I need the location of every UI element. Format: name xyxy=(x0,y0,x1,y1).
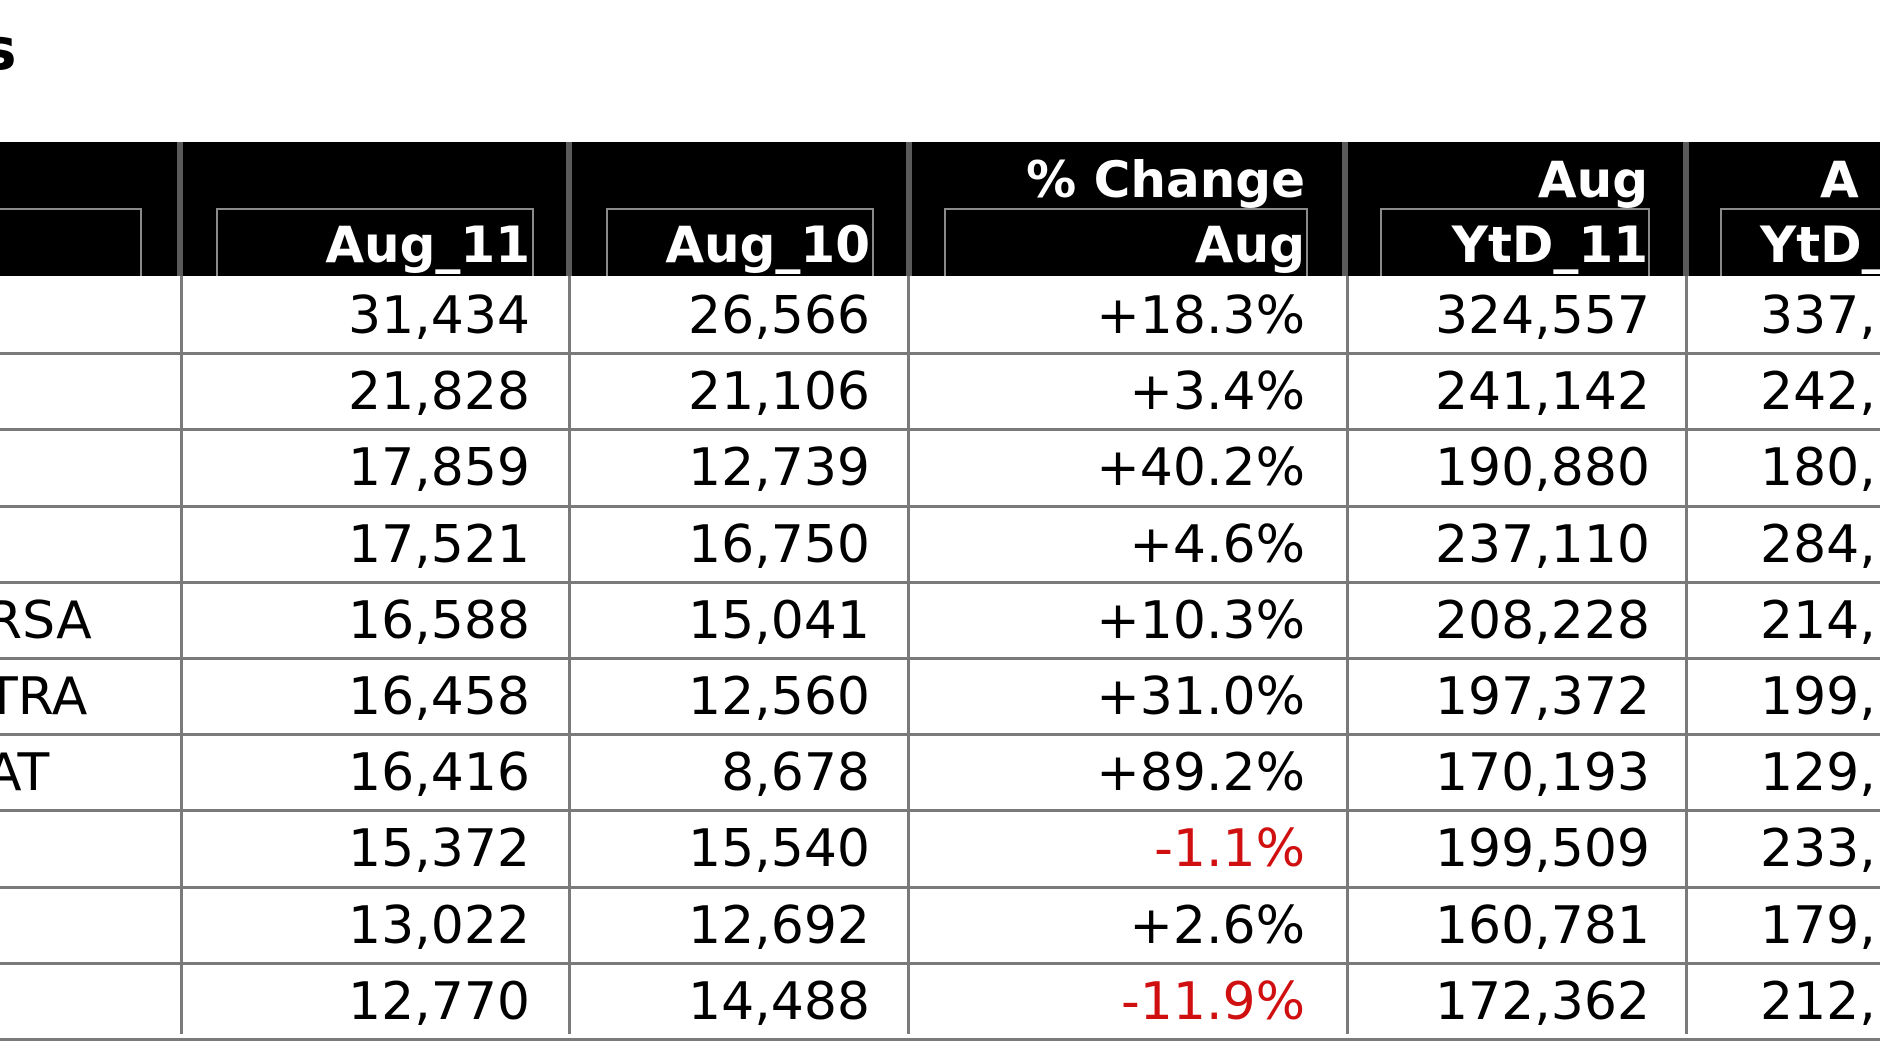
row-divider xyxy=(0,733,1880,737)
header-change-top: % Change xyxy=(1026,151,1305,209)
cell-aug-11: 16,416 xyxy=(348,743,530,804)
cell-ytd-11: 172,362 xyxy=(1434,971,1650,1032)
header-aug-11: Aug_11 xyxy=(325,216,530,274)
header-separator xyxy=(177,142,183,276)
row-divider xyxy=(0,580,1880,584)
cell-aug-10: 12,739 xyxy=(688,438,870,499)
row-label xyxy=(0,507,156,583)
cell-change: +10.3% xyxy=(1096,590,1305,651)
cell-ytd-10: 337, xyxy=(1760,286,1876,346)
row-divider xyxy=(0,352,1880,356)
row-label xyxy=(0,278,156,354)
cell-aug-10: 16,750 xyxy=(688,514,870,575)
cell-change: +2.6% xyxy=(1129,895,1305,956)
cell-ytd-10: 129, xyxy=(1760,743,1876,804)
cell-change: +89.2% xyxy=(1096,743,1305,804)
cell-aug-10: 8,678 xyxy=(721,743,870,804)
cell-aug-10: 15,041 xyxy=(688,590,870,651)
row-label xyxy=(0,811,156,887)
cell-change: -11.9% xyxy=(1121,971,1305,1032)
column-divider xyxy=(907,276,910,1034)
column-divider xyxy=(1685,276,1688,1034)
row-divider xyxy=(0,428,1880,432)
cell-ytd-11: 170,193 xyxy=(1434,743,1650,804)
row-divider xyxy=(0,809,1880,813)
cell-ytd-10: 242, xyxy=(1760,362,1876,423)
cell-ytd-11: 241,142 xyxy=(1434,362,1650,423)
header-frame-ytd-11 xyxy=(1380,208,1650,276)
header-separator xyxy=(906,142,912,276)
column-divider xyxy=(568,276,571,1034)
header-separator xyxy=(1683,142,1689,276)
row-divider xyxy=(0,657,1880,660)
cell-ytd-11: 197,372 xyxy=(1434,667,1650,727)
row-divider xyxy=(0,961,1880,965)
cell-aug-10: 15,540 xyxy=(688,819,870,880)
column-divider xyxy=(1346,276,1349,1034)
header-frame-aug-10 xyxy=(606,208,874,276)
header-ytd-10-bottom: YtD_ xyxy=(1760,216,1880,274)
header-frame-change xyxy=(944,208,1308,276)
cell-aug-11: 12,770 xyxy=(348,971,530,1032)
cell-ytd-10: 284, xyxy=(1760,514,1876,575)
row-divider xyxy=(0,1038,1880,1041)
cell-ytd-10: 179, xyxy=(1760,895,1876,956)
cell-change: +40.2% xyxy=(1096,438,1305,499)
cell-aug-10: 14,488 xyxy=(688,971,870,1032)
column-divider xyxy=(180,276,183,1034)
cell-aug-11: 31,434 xyxy=(348,286,530,346)
header-frame-name xyxy=(0,208,142,276)
cell-ytd-10: 212, xyxy=(1760,971,1876,1032)
row-label: TRA xyxy=(0,667,88,727)
cell-aug-11: 16,458 xyxy=(348,667,530,727)
cell-ytd-11: 160,781 xyxy=(1434,895,1650,956)
cell-ytd-10: 233, xyxy=(1760,819,1876,880)
row-label: AT xyxy=(0,743,50,804)
cell-ytd-10: 199, xyxy=(1760,667,1876,727)
cell-ytd-10: 214, xyxy=(1760,590,1876,651)
cell-aug-11: 15,372 xyxy=(348,819,530,880)
cell-change: -1.1% xyxy=(1154,819,1305,880)
cell-aug-11: 16,588 xyxy=(348,590,530,651)
cell-ytd-11: 199,509 xyxy=(1434,819,1650,880)
cell-ytd-11: 237,110 xyxy=(1434,514,1650,575)
cell-aug-10: 12,692 xyxy=(688,895,870,956)
cell-change: +18.3% xyxy=(1096,286,1305,346)
header-frame-aug-11 xyxy=(216,208,534,276)
row-label: RSA xyxy=(0,590,92,651)
cell-change: +4.6% xyxy=(1129,514,1305,575)
header-ytd-10-top: A xyxy=(1820,151,1859,209)
cell-ytd-11: 190,880 xyxy=(1434,438,1650,499)
row-label xyxy=(0,964,156,1040)
cell-aug-11: 21,828 xyxy=(348,362,530,423)
header-separator xyxy=(566,142,572,276)
cell-change: +3.4% xyxy=(1129,362,1305,423)
cell-ytd-11: 324,557 xyxy=(1434,286,1650,346)
cell-aug-10: 12,560 xyxy=(688,667,870,727)
header-separator xyxy=(1342,142,1348,276)
row-label xyxy=(0,888,156,964)
cell-aug-11: 17,859 xyxy=(348,438,530,499)
header-ytd-11-bottom: YtD_11 xyxy=(1451,216,1648,274)
header-ytd-11-top: Aug xyxy=(1537,151,1648,209)
header-change-bottom: Aug xyxy=(1194,216,1305,274)
cell-aug-11: 13,022 xyxy=(348,895,530,956)
cell-ytd-11: 208,228 xyxy=(1434,590,1650,651)
cell-aug-10: 26,566 xyxy=(688,286,870,346)
row-label xyxy=(0,354,156,430)
row-divider xyxy=(0,504,1880,508)
table-title: s xyxy=(0,14,17,84)
header-aug-10: Aug_10 xyxy=(665,216,870,274)
row-label xyxy=(0,430,156,506)
cell-aug-10: 21,106 xyxy=(688,362,870,423)
cell-aug-11: 17,521 xyxy=(348,514,530,575)
header-frame-ytd-10 xyxy=(1720,208,1880,276)
row-divider xyxy=(0,885,1880,889)
cell-change: +31.0% xyxy=(1096,667,1305,727)
cell-ytd-10: 180, xyxy=(1760,438,1876,499)
